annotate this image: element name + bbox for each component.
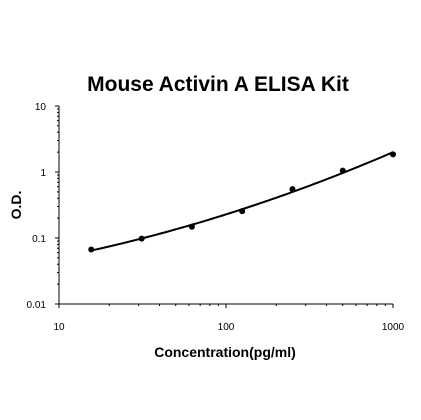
- y-tick-label: 10: [35, 102, 47, 113]
- y-axis-label: O.D.: [8, 191, 24, 220]
- data-point: [138, 235, 145, 242]
- data-point: [339, 167, 346, 174]
- x-ticks: 10 100 1000: [53, 304, 405, 333]
- data-point: [239, 208, 246, 215]
- x-axis-label: Concentration(pg/ml): [154, 344, 296, 360]
- y-ticks: 0.01 0.1 1 10: [27, 102, 59, 311]
- data-point: [289, 186, 296, 193]
- y-tick-label: 1: [40, 168, 46, 179]
- data-point: [88, 246, 95, 253]
- fit-curve: [91, 151, 394, 252]
- chart-title: Mouse Activin A ELISA Kit: [87, 73, 349, 96]
- data-point: [390, 151, 396, 158]
- data-points: [88, 151, 396, 253]
- x-tick-label: 1000: [382, 322, 405, 333]
- y-tick-label: 0.01: [27, 300, 47, 311]
- x-tick-label: 10: [53, 322, 65, 333]
- data-point: [188, 223, 195, 230]
- y-tick-label: 0.1: [32, 234, 46, 245]
- x-tick-label: 100: [218, 322, 235, 333]
